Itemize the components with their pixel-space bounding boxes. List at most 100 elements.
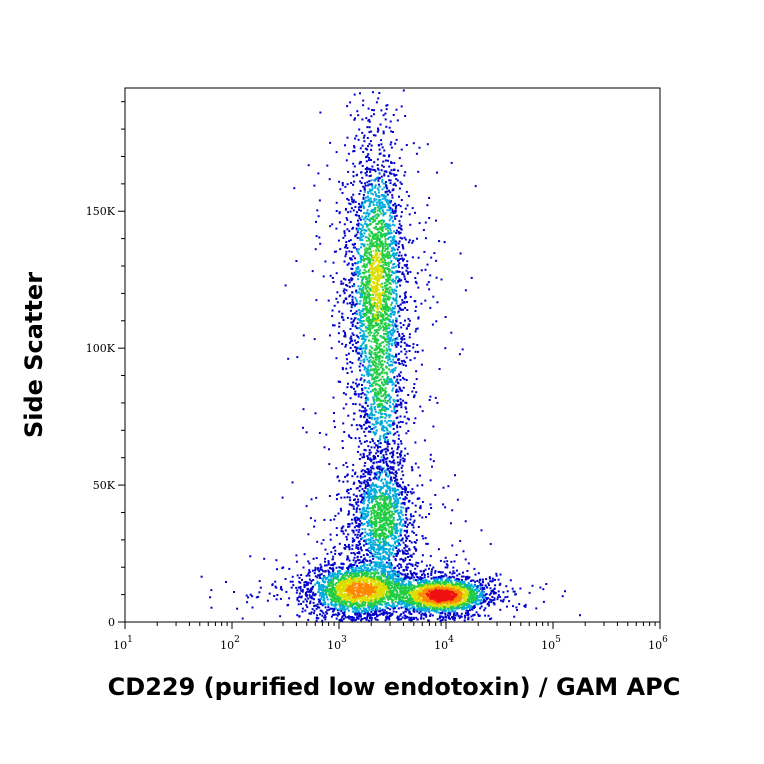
data-point: [378, 278, 381, 281]
data-point: [389, 255, 392, 258]
data-point: [333, 250, 336, 253]
data-point: [369, 294, 371, 296]
data-point: [334, 596, 337, 599]
data-point: [357, 267, 360, 270]
data-point: [357, 275, 360, 277]
data-point: [372, 91, 374, 94]
data-point: [359, 494, 362, 497]
data-point: [406, 537, 409, 540]
data-point: [366, 155, 369, 157]
data-point: [371, 467, 373, 470]
data-point: [414, 350, 417, 353]
data-point: [401, 488, 404, 490]
data-point: [383, 505, 385, 508]
data-point: [412, 515, 415, 518]
data-point: [354, 325, 357, 328]
data-point: [367, 494, 370, 497]
data-point: [365, 492, 368, 495]
data-point: [404, 549, 407, 552]
data-point: [389, 499, 392, 502]
data-point: [321, 568, 324, 571]
data-point: [370, 218, 373, 221]
data-point: [366, 256, 369, 259]
data-point: [403, 458, 406, 461]
data-point: [368, 203, 371, 206]
data-point: [311, 270, 314, 273]
data-point: [335, 272, 338, 275]
data-point: [370, 318, 373, 321]
data-point: [405, 432, 408, 435]
data-point: [382, 613, 385, 616]
data-point: [356, 249, 359, 252]
data-point: [410, 492, 413, 495]
data-point: [377, 294, 380, 297]
data-point: [366, 505, 369, 508]
data-point: [391, 527, 394, 529]
data-point: [410, 555, 413, 558]
data-point: [346, 490, 348, 493]
data-point: [397, 281, 399, 284]
data-point: [385, 222, 387, 225]
data-point: [394, 298, 397, 301]
data-point: [346, 263, 349, 266]
data-point: [382, 425, 385, 427]
data-point: [385, 326, 388, 329]
data-point: [400, 148, 403, 151]
data-point: [377, 544, 379, 547]
data-point: [374, 536, 377, 539]
data-point: [408, 213, 411, 216]
data-point: [380, 366, 383, 369]
data-point: [383, 223, 386, 226]
data-point: [286, 604, 289, 607]
data-point: [351, 619, 354, 622]
data-point: [356, 110, 359, 113]
data-point: [343, 299, 346, 302]
data-point: [378, 92, 381, 94]
data-point: [395, 506, 397, 509]
data-point: [359, 300, 362, 303]
data-point: [376, 130, 379, 133]
data-point: [363, 259, 366, 262]
data-point: [414, 462, 417, 465]
data-point: [372, 285, 374, 288]
data-point: [383, 575, 385, 578]
data-point: [334, 549, 337, 552]
data-point: [368, 372, 371, 375]
data-point: [374, 253, 377, 255]
data-point: [357, 571, 360, 574]
data-point: [351, 544, 354, 547]
data-point: [373, 472, 376, 475]
data-point: [390, 293, 393, 296]
data-point: [382, 507, 385, 510]
data-point: [340, 529, 343, 532]
data-point: [364, 531, 367, 534]
data-point: [356, 533, 359, 536]
data-point: [384, 240, 387, 243]
data-point: [386, 223, 389, 226]
data-point: [360, 482, 363, 485]
data-point: [381, 316, 384, 319]
data-point: [366, 148, 368, 151]
data-point: [459, 540, 462, 542]
data-point: [396, 328, 399, 330]
data-point: [380, 261, 383, 264]
data-point: [315, 496, 318, 499]
data-point: [342, 282, 345, 285]
data-point: [363, 522, 366, 525]
data-point: [389, 547, 392, 550]
data-point: [366, 575, 369, 578]
data-point: [381, 294, 384, 297]
data-point: [359, 254, 362, 257]
data-point: [302, 408, 305, 411]
data-point: [374, 227, 377, 230]
data-point: [352, 350, 355, 352]
data-point: [442, 503, 445, 506]
data-point: [353, 573, 356, 576]
data-point: [392, 579, 395, 582]
data-point: [356, 352, 359, 355]
data-point: [391, 249, 394, 252]
data-point: [380, 219, 382, 222]
data-point: [377, 313, 380, 316]
data-point: [417, 562, 420, 565]
data-point: [381, 336, 384, 339]
